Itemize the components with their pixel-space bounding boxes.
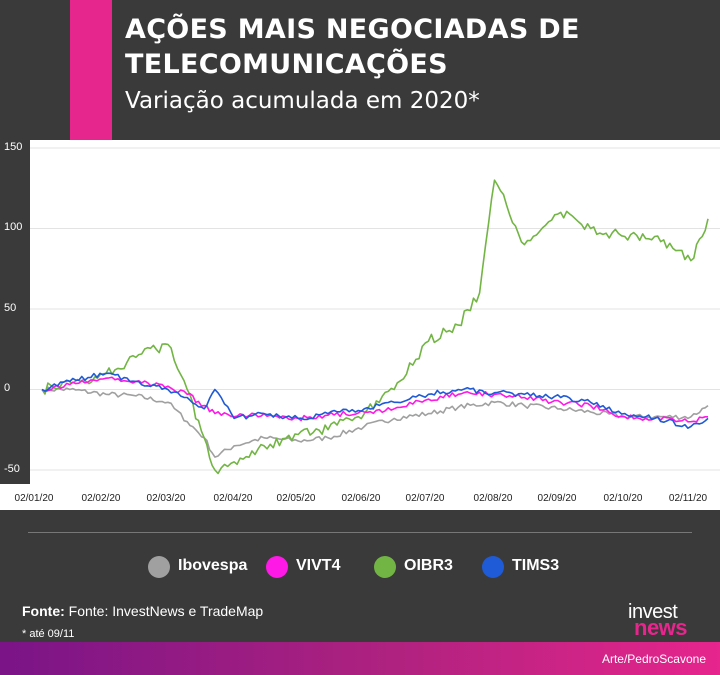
chart-header: AÇÕES MAIS NEGOCIADAS DE TELECOMUNICAÇÕE… (0, 0, 720, 140)
legend-swatch (482, 556, 504, 578)
legend-swatch (148, 556, 170, 578)
source-text: Fonte: Fonte: InvestNews e TradeMap (22, 603, 263, 619)
source-label: Fonte: (22, 603, 65, 619)
x-tick-label: 02/06/20 (341, 493, 381, 504)
x-tick-label: 02/01/20 (14, 493, 54, 504)
y-tick-label: -50 (4, 462, 20, 475)
plot-area (30, 140, 720, 510)
y-tick-label: 150 (4, 141, 23, 153)
y-tick-label: 50 (4, 301, 17, 314)
chart-subtitle: Variação acumulada em 2020* (125, 88, 480, 114)
accent-bar (70, 0, 112, 140)
x-tick-label: 02/03/20 (146, 493, 186, 504)
y-tick-label: 100 (4, 221, 23, 234)
y-tick-label: 0 (4, 382, 11, 395)
x-tick-label: 02/08/20 (473, 493, 513, 504)
chart-title: AÇÕES MAIS NEGOCIADAS DE TELECOMUNICAÇÕE… (125, 14, 580, 80)
x-tick-label: 02/07/20 (405, 493, 445, 504)
x-tick-label: 02/04/20 (213, 493, 253, 504)
x-tick-label: 02/09/20 (537, 493, 577, 504)
footer-bar: Arte/PedroScavone (0, 642, 720, 675)
x-tick-label: 02/05/20 (276, 493, 316, 504)
x-tick-label: 02/10/20 (603, 493, 643, 504)
x-axis: 02/01/20 02/02/20 02/03/20 02/04/20 02/05/20… (0, 484, 720, 510)
logo-invest: invest (628, 601, 678, 623)
legend-label: VIVT4 (296, 557, 341, 574)
line-chart (30, 147, 720, 475)
source-value: Fonte: InvestNews e TradeMap (68, 603, 264, 619)
series-line-tims3 (41, 372, 709, 430)
logo-news: news (634, 615, 688, 640)
legend-label: OIBR3 (404, 557, 453, 574)
legend-swatch (374, 556, 396, 578)
footnote: * até 09/11 (22, 628, 75, 640)
legend-label: TIMS3 (512, 557, 560, 574)
legend-label: Ibovespa (178, 557, 248, 574)
divider (28, 532, 692, 533)
investnews-logo: invest news (614, 601, 704, 640)
legend: Ibovespa VIVT4 OIBR3 TIMS3 (0, 555, 720, 579)
y-axis: 150 100 50 0 -50 (0, 140, 30, 510)
legend-swatch (266, 556, 288, 578)
series-line-ibovespa (41, 386, 709, 458)
x-tick-label: 02/11/20 (668, 493, 708, 504)
x-tick-label: 02/02/20 (81, 493, 121, 504)
credit-text: Arte/PedroScavone (601, 652, 706, 666)
series-line-oibr3 (41, 179, 709, 475)
